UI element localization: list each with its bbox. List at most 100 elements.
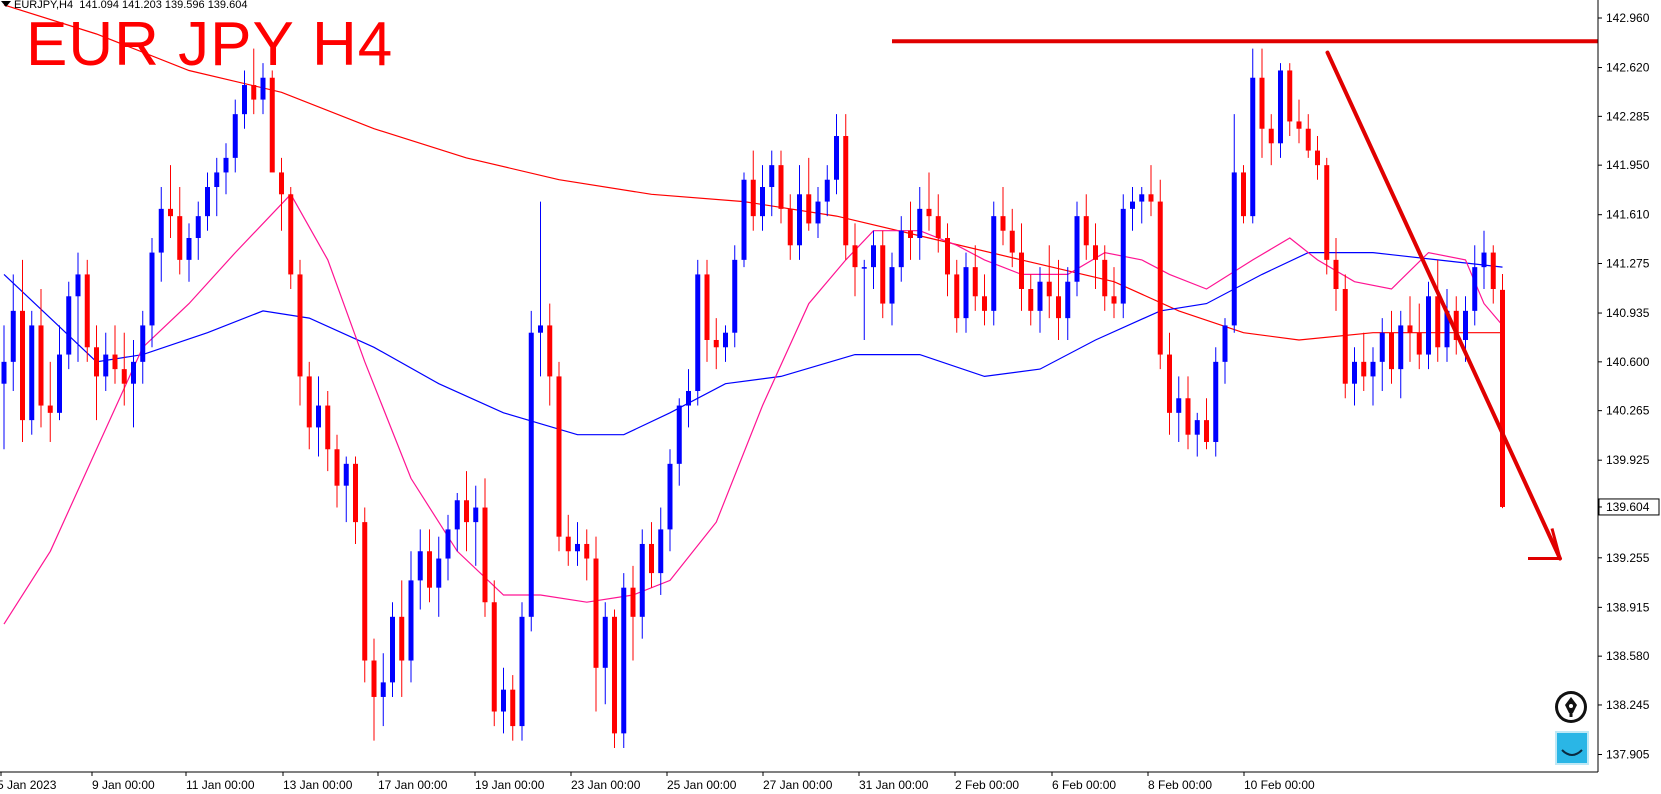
candle-body (380, 682, 386, 697)
candle-body (1120, 208, 1126, 304)
candle-body (852, 245, 858, 268)
downtrend-arrow-head (1528, 528, 1562, 561)
candle-body (1, 361, 7, 384)
candle-body (1268, 128, 1274, 144)
candle-body (399, 616, 405, 661)
candle-body (168, 208, 173, 217)
candle-body (121, 369, 127, 384)
candle-body (1111, 296, 1117, 304)
candle-body (1426, 296, 1431, 355)
time-tick-label: 19 Jan 00:00 (475, 778, 545, 792)
candle-body (1019, 252, 1024, 289)
candle-body (491, 602, 497, 712)
candle-body (510, 689, 516, 727)
candle-body (695, 274, 701, 391)
candle-body (1500, 289, 1505, 507)
candle-body (538, 325, 543, 333)
candle-body (898, 230, 904, 268)
candle-body (954, 274, 960, 319)
candle-body (1000, 216, 1006, 231)
candle-body (214, 172, 220, 188)
candle-body (66, 296, 72, 355)
candle-body (1333, 259, 1339, 289)
candle-body (528, 332, 534, 617)
candle-body (639, 543, 645, 617)
candle-body (1130, 201, 1135, 209)
price-tick-label: 138.580 (1606, 649, 1650, 663)
candle-body (38, 325, 44, 406)
candle-body (1213, 361, 1219, 442)
time-tick-label: 13 Jan 00:00 (283, 778, 353, 792)
candle-body (760, 187, 765, 217)
candle-body (158, 208, 164, 253)
candle-body (112, 354, 118, 370)
candle-body (1287, 70, 1293, 122)
candlesticks (1, 48, 1505, 748)
candle-body (1259, 77, 1265, 129)
candle-body (260, 77, 266, 100)
candle-body (390, 616, 395, 683)
candle-body (1407, 325, 1413, 333)
candle-body (649, 543, 654, 574)
candle-body (1185, 398, 1191, 435)
candle-body (242, 85, 247, 115)
price-tick-label: 142.620 (1606, 61, 1650, 75)
candle-body (47, 405, 53, 413)
candle-body (1398, 325, 1404, 370)
price-tick-label: 138.915 (1606, 600, 1650, 614)
candle-body (464, 500, 469, 523)
candle-body (1481, 252, 1487, 268)
candle-body (1074, 216, 1080, 282)
candle-body (602, 616, 608, 668)
candle-body (769, 165, 775, 188)
candle-body (621, 587, 627, 734)
candle-body (205, 187, 210, 217)
candle-body (575, 543, 580, 552)
candle-body (1167, 354, 1172, 413)
annotations (892, 39, 1598, 561)
candle-body (991, 216, 997, 311)
candle-body (1046, 281, 1052, 297)
candle-body (732, 259, 738, 333)
candle-body (20, 310, 25, 421)
candle-body (29, 325, 35, 421)
candle-body (1305, 128, 1311, 151)
time-tick-label: 17 Jan 00:00 (378, 778, 448, 792)
time-tick-label: 11 Jan 00:00 (186, 778, 255, 792)
candle-body (1352, 361, 1357, 384)
candle-body (908, 230, 913, 239)
candle-body (417, 551, 423, 581)
candle-body (140, 325, 146, 362)
candle-body (723, 332, 728, 348)
candle-body (1315, 150, 1320, 166)
price-tick-label: 142.960 (1606, 11, 1650, 25)
candle-body (612, 616, 617, 734)
price-axis: 142.960 142.620 142.285 141.950 141.610 141.2… (0, 0, 1660, 773)
downtrend-arrow-line (1325, 50, 1562, 561)
candle-body (1028, 288, 1034, 311)
candle-body (1139, 194, 1145, 202)
candle-body (1453, 310, 1459, 340)
candle-body (362, 522, 368, 661)
pen-icon[interactable] (1555, 691, 1587, 723)
chevron-down-icon[interactable] (1, 1, 11, 7)
candle-body (750, 179, 756, 217)
candle-body (1250, 77, 1256, 217)
candle-body (84, 274, 90, 348)
smile-icon[interactable] (1555, 731, 1589, 765)
candle-body (371, 660, 377, 697)
candle-body (547, 325, 553, 377)
price-tick-label: 142.285 (1606, 109, 1650, 123)
candle-body (787, 208, 793, 246)
candle-body (1194, 420, 1200, 435)
candle-body (1204, 420, 1209, 442)
price-tick-label: 139.925 (1606, 453, 1650, 467)
candle-body (1093, 245, 1098, 260)
overlay-title: EUR JPY H4 (26, 10, 394, 79)
candle-body (1037, 281, 1043, 311)
candle-body (935, 216, 941, 239)
candle-body (593, 558, 599, 668)
candle-body (676, 405, 682, 464)
candle-body (1056, 296, 1061, 319)
